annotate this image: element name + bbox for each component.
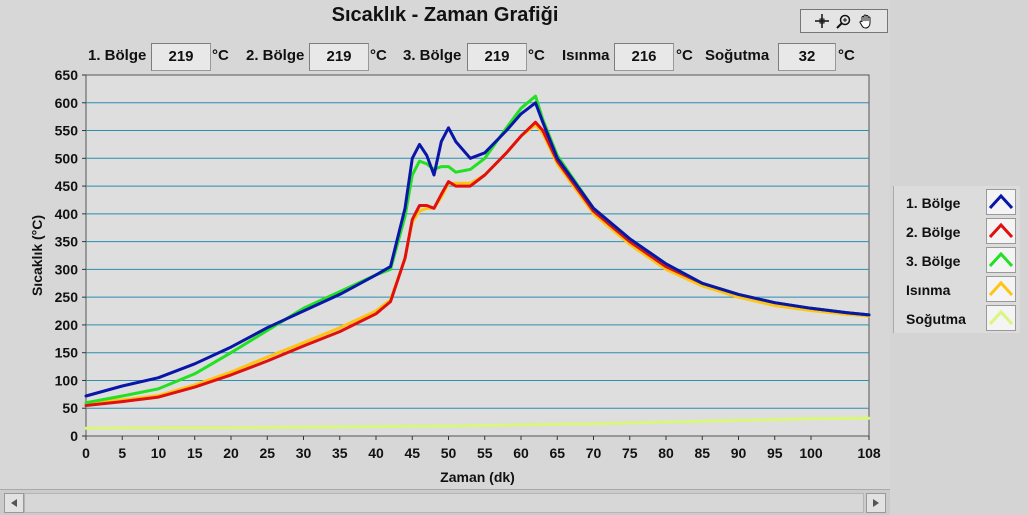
readout-label-heating: Isınma (562, 47, 610, 64)
legend-item-zone2[interactable]: 2. Bölge (894, 218, 1020, 244)
readout-label-zone3: 3. Bölge (403, 47, 462, 64)
x-tick-label: 90 (731, 445, 747, 461)
readout-label-zone2: 2. Bölge (246, 47, 305, 64)
x-tick-label: 50 (441, 445, 457, 461)
y-tick-label: 450 (55, 178, 79, 194)
readout-unit-cooling: °C (838, 47, 855, 64)
x-tick-label: 0 (82, 445, 90, 461)
x-tick-label: 45 (404, 445, 420, 461)
x-tick-label: 100 (799, 445, 823, 461)
readout-label-zone1: 1. Bölge (88, 47, 147, 64)
arrow-left-icon (11, 499, 17, 507)
x-tick-label: 65 (549, 445, 565, 461)
y-tick-label: 400 (55, 206, 79, 222)
legend-item-cooling[interactable]: Soğutma (894, 305, 1020, 331)
temperature-time-chart: 050100150200250300350400450500550600650 … (29, 67, 881, 485)
legend-swatch-zone3[interactable] (986, 247, 1016, 273)
pan-hand-icon[interactable] (857, 12, 875, 30)
x-tick-label: 70 (586, 445, 602, 461)
readout-value-zone2: 219 (309, 43, 369, 71)
graph-palette (800, 9, 888, 33)
y-tick-label: 0 (70, 428, 78, 444)
x-tick-label: 35 (332, 445, 348, 461)
y-tick-label: 650 (55, 67, 79, 83)
arrow-right-icon (873, 499, 879, 507)
legend-label: Soğutma (906, 311, 966, 327)
legend-label: Isınma (906, 282, 951, 298)
plot-legend: 1. Bölge 2. Bölge 3. Bölge Isınma Soğutm… (893, 186, 1020, 333)
legend-label: 1. Bölge (906, 195, 961, 211)
x-tick-label: 10 (151, 445, 167, 461)
y-tick-label: 100 (55, 372, 79, 388)
x-tick-label: 60 (513, 445, 529, 461)
scroll-right-button[interactable] (866, 493, 886, 513)
readout-unit-zone3: °C (528, 47, 545, 64)
x-tick-label: 40 (368, 445, 384, 461)
readout-value-zone3: 219 (467, 43, 527, 71)
legend-swatch-heating[interactable] (986, 276, 1016, 302)
x-tick-label: 30 (296, 445, 312, 461)
x-tick-label: 55 (477, 445, 493, 461)
y-axis-label: Sıcaklık (°C) (29, 215, 45, 296)
scroll-left-button[interactable] (4, 493, 24, 513)
legend-item-zone1[interactable]: 1. Bölge (894, 189, 1020, 215)
y-tick-label: 550 (55, 123, 79, 139)
y-tick-label: 150 (55, 345, 79, 361)
series-line-5 (84, 416, 871, 430)
x-tick-label: 25 (259, 445, 275, 461)
y-tick-label: 350 (55, 234, 79, 250)
y-tick-label: 250 (55, 289, 79, 305)
readout-value-heating: 216 (614, 43, 674, 71)
x-axis-label: Zaman (dk) (440, 469, 515, 485)
graph-panel: Sıcaklık - Zaman Grafiği 1. Bölge 219 °C… (0, 4, 890, 515)
y-tick-label: 200 (55, 317, 79, 333)
x-tick-label: 75 (622, 445, 638, 461)
y-tick-label: 50 (62, 400, 78, 416)
zoom-icon[interactable] (835, 12, 853, 30)
legend-label: 3. Bölge (906, 253, 961, 269)
readout-unit-heating: °C (676, 47, 693, 64)
readout-unit-zone2: °C (370, 47, 387, 64)
x-tick-label: 15 (187, 445, 203, 461)
legend-swatch-zone1[interactable] (986, 189, 1016, 215)
series-line-1 (84, 101, 871, 398)
legend-swatch-cooling[interactable] (986, 305, 1016, 331)
readout-label-cooling: Soğutma (705, 47, 770, 64)
x-tick-label: 95 (767, 445, 783, 461)
horizontal-scrollbar[interactable] (0, 489, 890, 515)
crosshair-cursor-icon[interactable] (813, 12, 831, 30)
legend-swatch-zone2[interactable] (986, 218, 1016, 244)
x-tick-label: 85 (694, 445, 710, 461)
y-tick-label: 300 (55, 261, 79, 277)
x-tick-label: 20 (223, 445, 239, 461)
x-tick-label: 108 (857, 445, 881, 461)
legend-item-heating[interactable]: Isınma (894, 276, 1020, 302)
readout-value-cooling: 32 (778, 43, 836, 71)
scrollbar-thumb[interactable] (24, 493, 864, 513)
y-tick-label: 600 (55, 95, 79, 111)
readout-value-zone1: 219 (151, 43, 211, 71)
y-tick-label: 500 (55, 150, 79, 166)
x-tick-label: 80 (658, 445, 674, 461)
x-tick-label: 5 (118, 445, 126, 461)
legend-label: 2. Bölge (906, 224, 961, 240)
legend-item-zone3[interactable]: 3. Bölge (894, 247, 1020, 273)
chart-title: Sıcaklık - Zaman Grafiği (331, 4, 559, 26)
readout-unit-zone1: °C (212, 47, 229, 64)
